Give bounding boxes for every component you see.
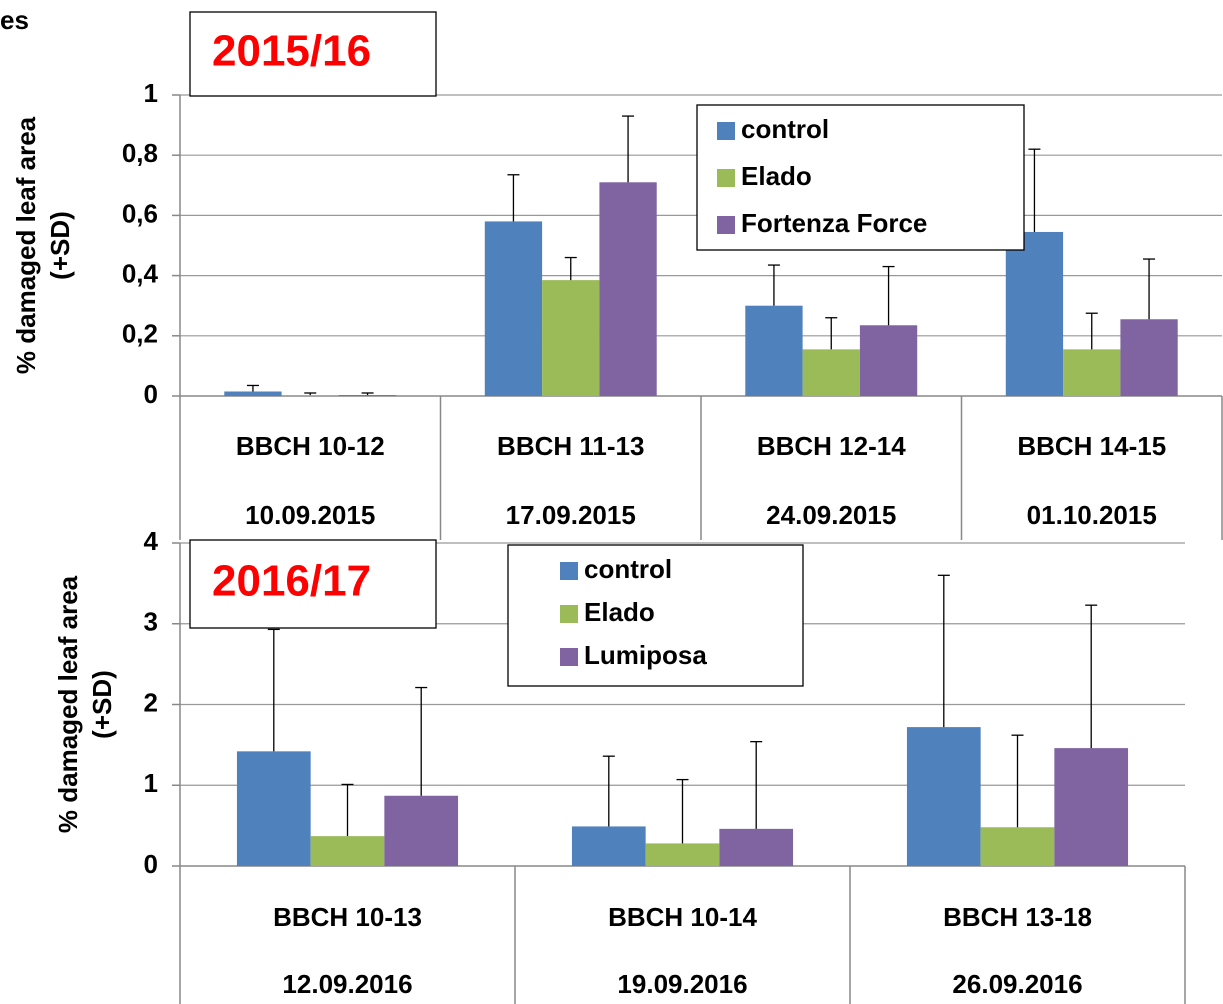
legend-swatch xyxy=(717,169,735,187)
legend-label: Elado xyxy=(584,597,655,627)
y-tick-label: 0,8 xyxy=(122,138,158,168)
y-tick-label: 3 xyxy=(144,607,158,637)
bar xyxy=(1120,319,1178,396)
bar xyxy=(542,280,600,396)
bar xyxy=(224,391,282,396)
y-axis-label: % damaged leaf area (+SD) xyxy=(11,116,75,374)
legend-label: Lumiposa xyxy=(584,640,707,670)
legend-label: control xyxy=(584,554,672,584)
y-tick-label: 4 xyxy=(144,526,159,556)
x-date-label: 26.09.2016 xyxy=(952,969,1082,999)
bar xyxy=(802,349,860,396)
legend-swatch xyxy=(560,562,578,580)
x-date-label: 24.09.2015 xyxy=(766,500,896,530)
bar xyxy=(859,325,918,396)
bar xyxy=(571,826,646,866)
bar xyxy=(1054,748,1129,866)
bar xyxy=(980,827,1055,866)
x-tick-label: BBCH 13-18 xyxy=(943,902,1092,932)
x-date-label: 12.09.2016 xyxy=(282,969,412,999)
x-tick-label: BBCH 10-13 xyxy=(273,902,422,932)
bar xyxy=(310,836,385,866)
y-tick-label: 0,2 xyxy=(122,319,158,349)
bar xyxy=(599,182,657,396)
bar xyxy=(1005,231,1064,396)
x-tick-label: BBCH 10-14 xyxy=(608,902,757,932)
legend-swatch xyxy=(717,122,735,140)
legend-box xyxy=(507,544,804,687)
bar xyxy=(338,395,397,396)
title-box xyxy=(189,539,437,629)
bar xyxy=(1063,349,1121,396)
x-tick-label: BBCH 10-12 xyxy=(236,431,385,461)
bar xyxy=(236,751,311,866)
legend-swatch xyxy=(717,216,735,234)
legend-swatch xyxy=(560,648,578,666)
y-tick-label: 1 xyxy=(144,768,158,798)
y-tick-label: 0 xyxy=(144,379,158,409)
legend-swatch xyxy=(560,605,578,623)
bar xyxy=(484,221,543,396)
x-date-label: 01.10.2015 xyxy=(1027,500,1157,530)
x-date-label: 10.09.2015 xyxy=(245,500,375,530)
x-date-label: 19.09.2016 xyxy=(617,969,747,999)
bar xyxy=(906,727,981,866)
y-tick-label: 0 xyxy=(144,849,158,879)
y-tick-label: 0,6 xyxy=(122,198,158,228)
x-date-label: 17.09.2015 xyxy=(506,500,636,530)
cropped-caption: es xyxy=(0,5,29,35)
title-box xyxy=(189,11,437,97)
y-axis-label: % damaged leaf area (+SD) xyxy=(53,575,117,833)
legend-box xyxy=(696,104,1025,251)
bar xyxy=(719,828,794,866)
chart-title: 2015/16 xyxy=(212,27,371,76)
chart-title: 2016/17 xyxy=(212,557,371,606)
bar xyxy=(645,843,720,866)
bar xyxy=(745,305,803,396)
x-tick-label: BBCH 11-13 xyxy=(497,431,644,461)
bar xyxy=(384,795,459,866)
x-tick-label: BBCH 12-14 xyxy=(757,431,906,461)
y-tick-label: 0,4 xyxy=(122,258,159,288)
y-tick-label: 2 xyxy=(144,687,158,717)
bar xyxy=(281,395,339,396)
x-tick-label: BBCH 14-15 xyxy=(1017,431,1166,461)
y-tick-label: 1 xyxy=(144,78,158,108)
legend-label: Fortenza Force xyxy=(741,208,927,238)
legend-label: control xyxy=(741,114,829,144)
legend-label: Elado xyxy=(741,161,812,191)
